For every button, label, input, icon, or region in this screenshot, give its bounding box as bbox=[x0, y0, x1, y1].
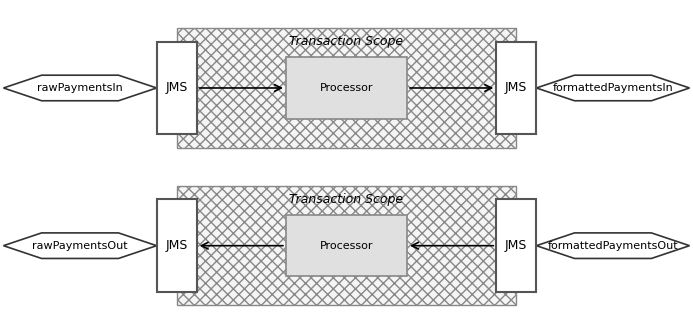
Text: Transaction Scope: Transaction Scope bbox=[290, 193, 403, 206]
Bar bbox=[177, 186, 516, 305]
Bar bbox=[496, 42, 536, 134]
Polygon shape bbox=[536, 233, 690, 258]
Bar bbox=[286, 215, 407, 276]
Bar bbox=[496, 199, 536, 292]
Text: formattedPaymentsOut: formattedPaymentsOut bbox=[547, 241, 678, 251]
Bar bbox=[286, 57, 407, 119]
Text: Processor: Processor bbox=[319, 83, 374, 93]
Text: Processor: Processor bbox=[319, 241, 374, 251]
Text: formattedPaymentsIn: formattedPaymentsIn bbox=[552, 83, 674, 93]
Text: rawPaymentsIn: rawPaymentsIn bbox=[37, 83, 123, 93]
Polygon shape bbox=[3, 75, 157, 101]
Bar bbox=[157, 199, 197, 292]
Polygon shape bbox=[536, 75, 690, 101]
Text: JMS: JMS bbox=[166, 81, 188, 95]
Text: JMS: JMS bbox=[505, 239, 527, 252]
Text: rawPaymentsOut: rawPaymentsOut bbox=[33, 241, 128, 251]
Text: JMS: JMS bbox=[505, 81, 527, 95]
Text: Transaction Scope: Transaction Scope bbox=[290, 35, 403, 48]
Bar bbox=[157, 42, 197, 134]
Bar bbox=[177, 28, 516, 148]
Text: JMS: JMS bbox=[166, 239, 188, 252]
Polygon shape bbox=[3, 233, 157, 258]
